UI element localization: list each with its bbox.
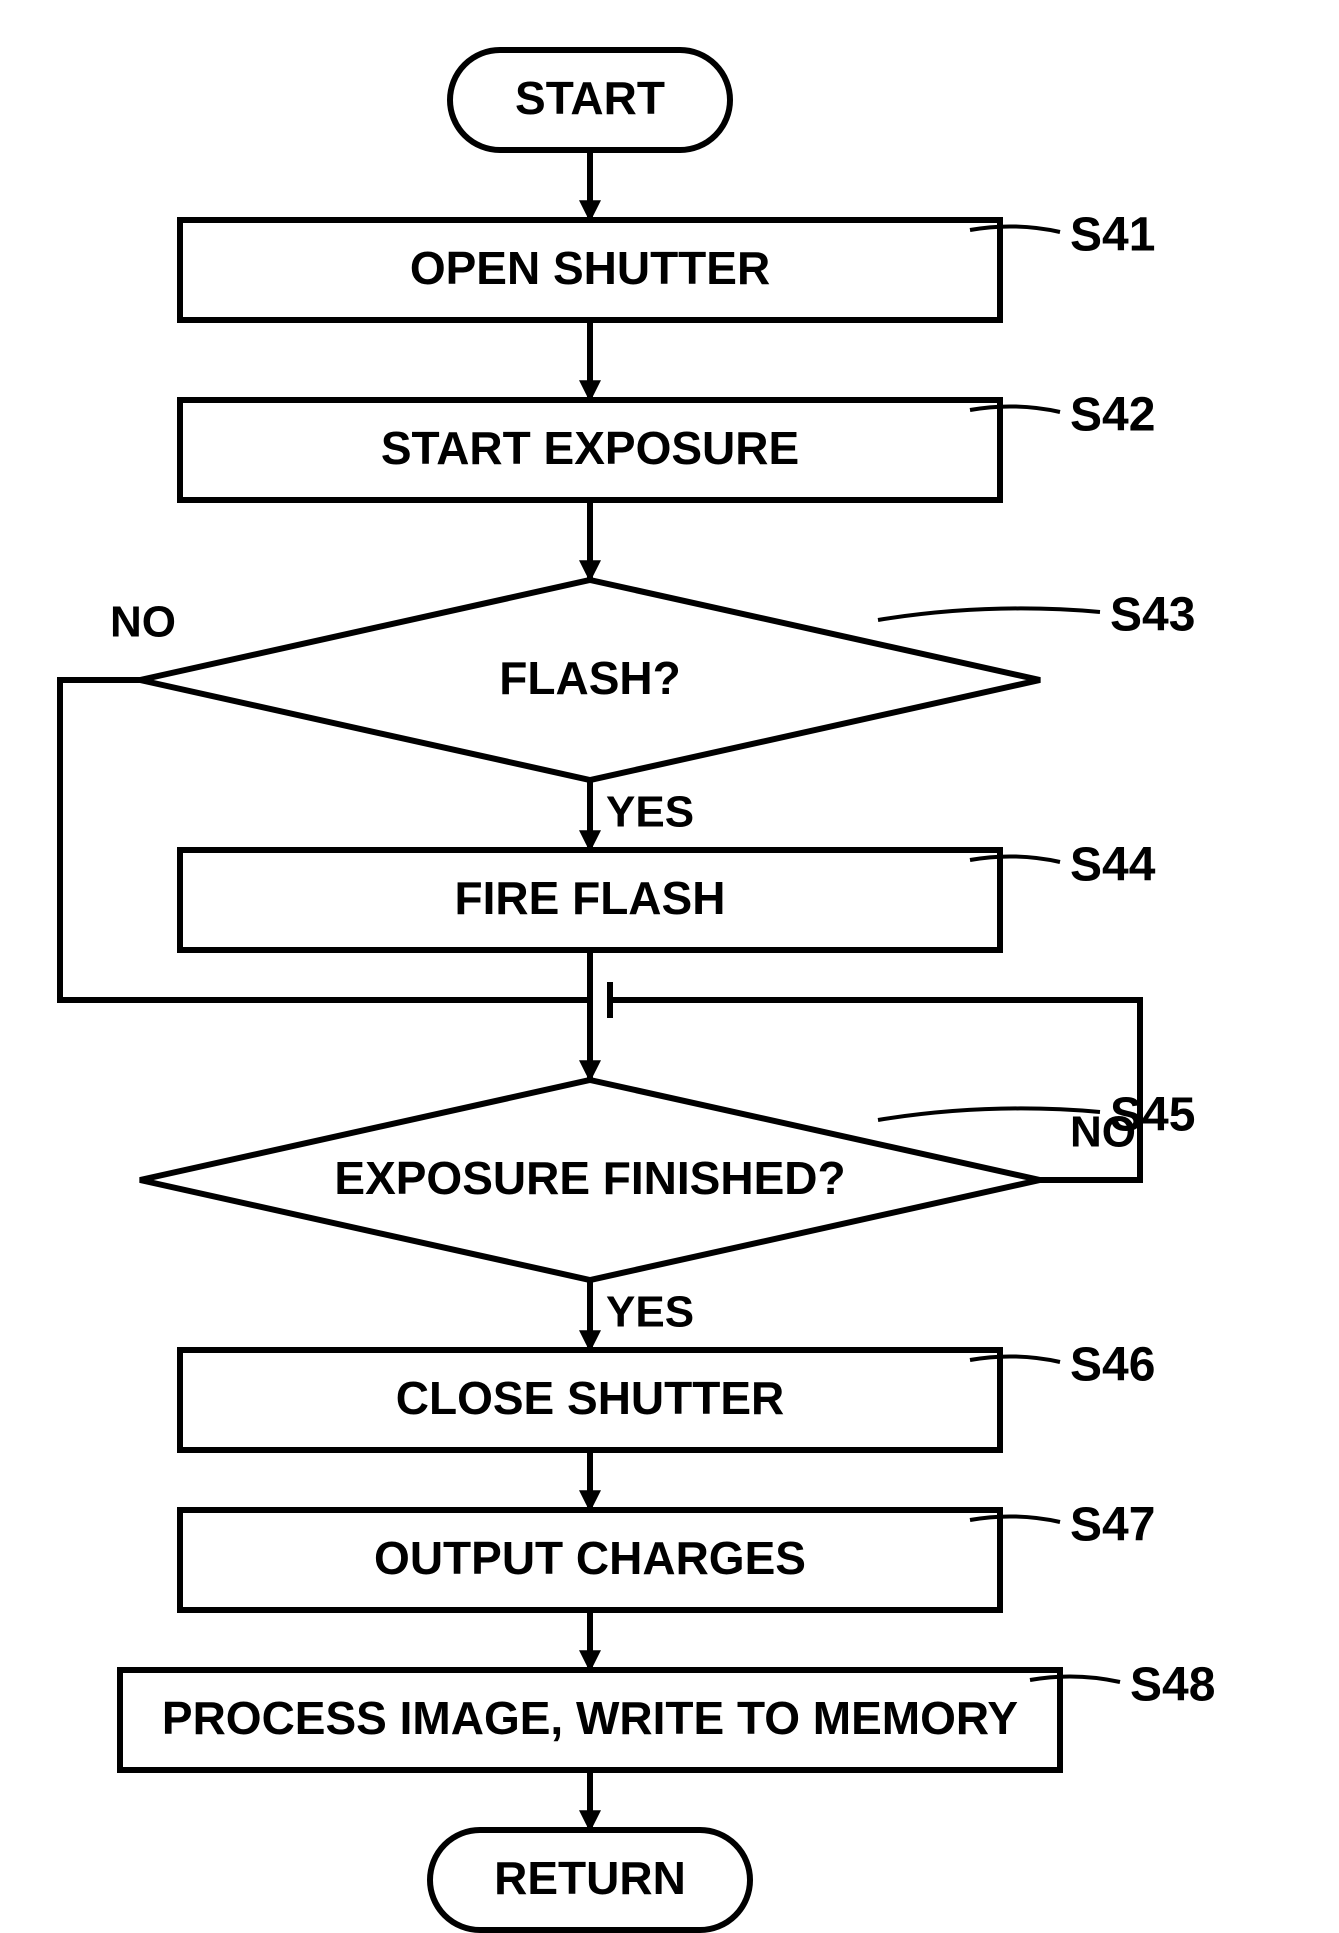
s44-label: S44	[1070, 839, 1156, 892]
edge-s43-s44-text: YES	[606, 788, 694, 837]
return-text: RETURN	[494, 1852, 686, 1904]
s44: FIRE FLASH	[180, 850, 1000, 950]
edge-no-text: NO	[110, 598, 176, 647]
s41-text: OPEN SHUTTER	[410, 242, 770, 294]
s43-label: S43	[1110, 589, 1195, 642]
s43-text: FLASH?	[499, 652, 680, 704]
s46-text: CLOSE SHUTTER	[396, 1372, 784, 1424]
s42: START EXPOSURE	[180, 400, 1000, 500]
s45-text: EXPOSURE FINISHED?	[334, 1152, 845, 1204]
s47-text: OUTPUT CHARGES	[374, 1532, 806, 1584]
s48-label: S48	[1130, 1659, 1215, 1712]
s47-label: S47	[1070, 1499, 1155, 1552]
s42-label: S42	[1070, 389, 1155, 442]
s44-text: FIRE FLASH	[455, 872, 726, 924]
s47: OUTPUT CHARGES	[180, 1510, 1000, 1610]
s41: OPEN SHUTTER	[180, 220, 1000, 320]
s46: CLOSE SHUTTER	[180, 1350, 1000, 1450]
s48-text: PROCESS IMAGE, WRITE TO MEMORY	[162, 1692, 1018, 1744]
return: RETURN	[430, 1830, 750, 1930]
start: START	[450, 50, 730, 150]
start-text: START	[515, 72, 665, 124]
s42-text: START EXPOSURE	[381, 422, 799, 474]
edge-no-text: NO	[1070, 1108, 1136, 1157]
s46-label: S46	[1070, 1339, 1155, 1392]
s48: PROCESS IMAGE, WRITE TO MEMORY	[120, 1670, 1060, 1770]
edge-s45-s46-text: YES	[606, 1288, 694, 1337]
s41-label: S41	[1070, 209, 1155, 262]
